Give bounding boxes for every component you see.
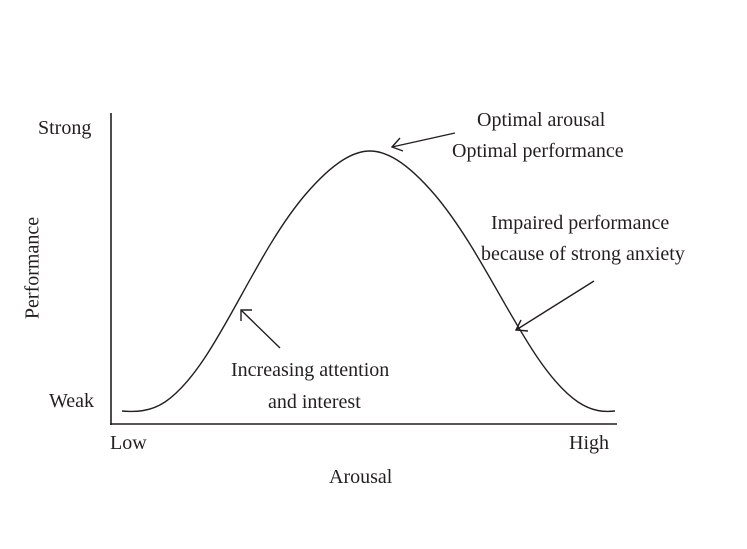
left-annotation-line-2: and interest xyxy=(268,391,361,413)
x-right-label: High xyxy=(569,432,609,454)
right-annotation-line-1: Impaired performance xyxy=(491,212,670,234)
performance-curve xyxy=(121,150,616,413)
y-axis-title: Performance xyxy=(21,216,44,320)
left-annotation-line-1: Increasing attention xyxy=(231,359,390,381)
y-top-label: Strong xyxy=(38,117,92,139)
right-annotation-line-2: because of strong anxiety xyxy=(481,243,685,265)
y-bottom-label: Weak xyxy=(49,390,95,412)
left-arrow xyxy=(240,309,281,349)
x-axis-title: Arousal xyxy=(329,466,393,488)
x-left-label: Low xyxy=(110,432,147,454)
peak-annotation-line-2: Optimal performance xyxy=(452,140,624,162)
peak-arrow xyxy=(390,132,456,152)
peak-annotation-line-1: Optimal arousal xyxy=(477,109,606,131)
right-arrow xyxy=(514,280,595,332)
